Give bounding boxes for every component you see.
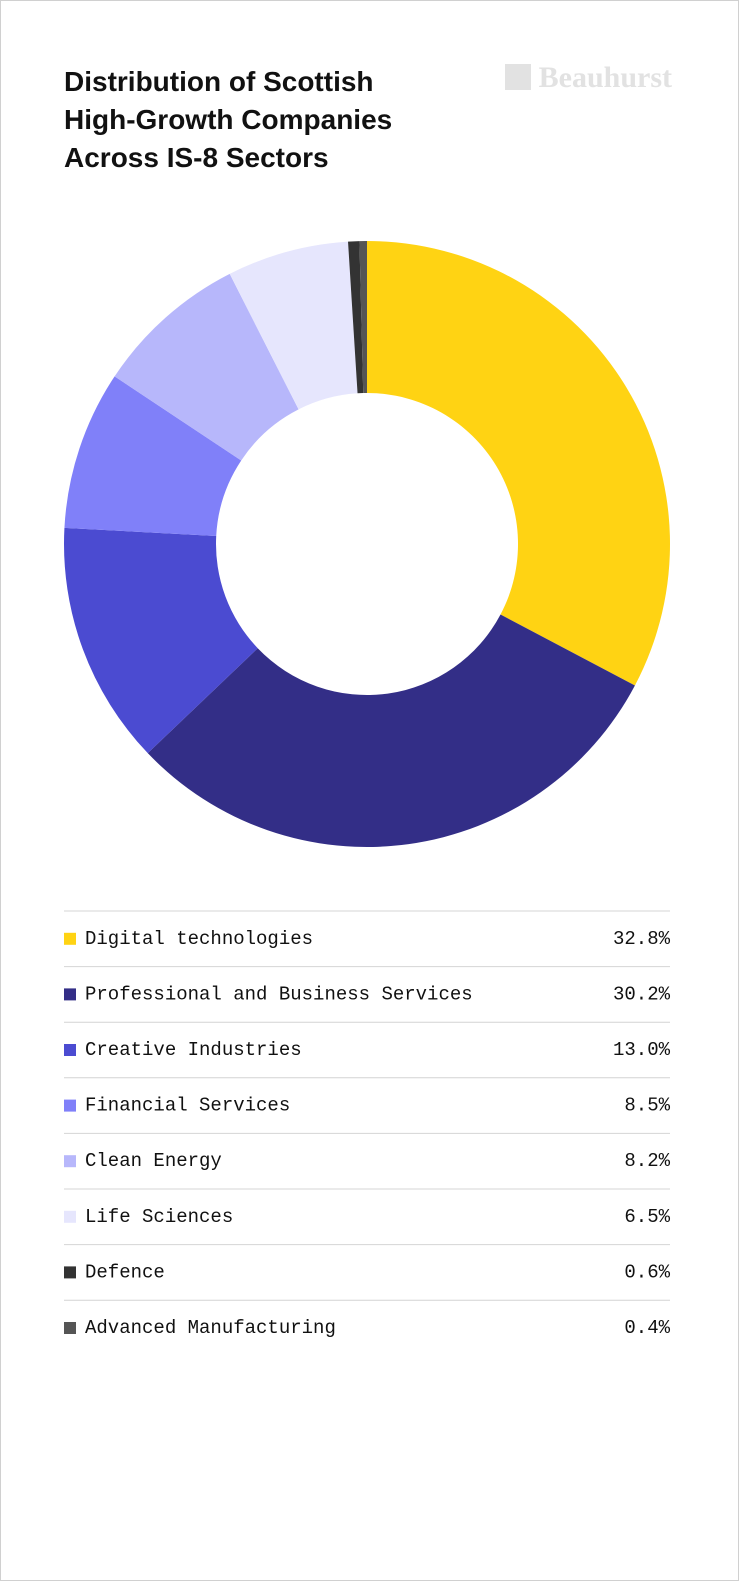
- legend-swatch: [64, 932, 76, 945]
- legend-value: 32.8%: [613, 928, 671, 950]
- logo-icon: [504, 64, 531, 90]
- donut-slice: [367, 241, 671, 686]
- legend-value: 8.2%: [624, 1150, 670, 1172]
- legend-value: 6.5%: [624, 1206, 670, 1228]
- donut-slice: [348, 241, 364, 394]
- legend-label: Clean Energy: [85, 1150, 222, 1172]
- legend-label: Financial Services: [85, 1095, 290, 1117]
- legend-value: 0.6%: [624, 1261, 670, 1283]
- chart-title: Distribution of Scottish High-Growth Com…: [64, 66, 393, 173]
- legend-swatch: [64, 1210, 76, 1223]
- legend-value: 30.2%: [613, 983, 671, 1005]
- legend-value: 13.0%: [613, 1039, 671, 1061]
- legend-value: 8.5%: [624, 1095, 670, 1117]
- legend-label: Life Sciences: [85, 1206, 233, 1228]
- legend-label: Professional and Business Services: [85, 983, 473, 1005]
- legend-swatch: [64, 988, 76, 1001]
- legend-label: Creative Industries: [85, 1039, 302, 1061]
- legend-label: Defence: [85, 1261, 165, 1283]
- donut-slice: [229, 241, 358, 410]
- donut-slice: [64, 376, 242, 536]
- legend-swatch: [64, 1266, 76, 1279]
- legend-value: 0.4%: [624, 1317, 670, 1339]
- legend-swatch: [64, 1099, 76, 1112]
- donut-slice: [359, 241, 367, 394]
- legend-swatch: [64, 1322, 76, 1334]
- donut-slice: [147, 614, 635, 847]
- logo: Beauhurst: [504, 61, 672, 95]
- legend-swatch: [64, 1155, 76, 1168]
- logo-text: Beauhurst: [538, 61, 672, 94]
- legend-label: Digital technologies: [85, 928, 313, 950]
- legend-swatch: [64, 1044, 76, 1056]
- donut-slice: [114, 273, 299, 461]
- donut-slice: [64, 527, 258, 754]
- legend-label: Advanced Manufacturing: [85, 1317, 336, 1339]
